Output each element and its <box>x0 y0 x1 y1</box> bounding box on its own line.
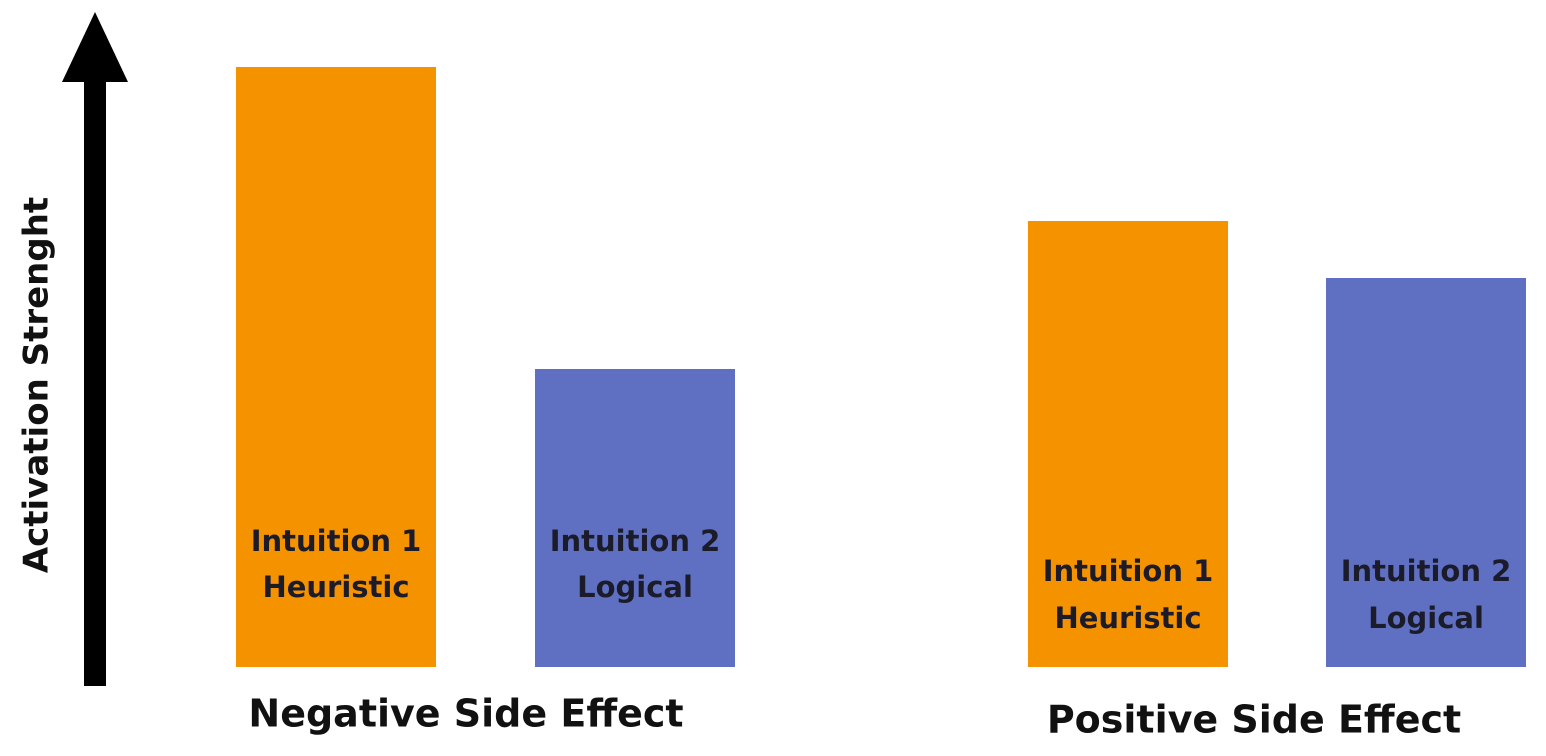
bar-label: Heuristic <box>1054 601 1201 635</box>
bar-label: Intuition 2 <box>550 524 721 558</box>
bar-label: Heuristic <box>262 570 409 604</box>
bar <box>1028 221 1228 667</box>
group-title: Negative Side Effect <box>248 692 683 736</box>
axis-arrow-head <box>62 12 128 82</box>
bar-label: Logical <box>577 570 693 604</box>
bar <box>535 369 735 667</box>
axis-arrow-shaft <box>84 78 106 686</box>
axis-label: Activation Strenght <box>17 197 57 573</box>
bar-label: Intuition 2 <box>1341 554 1512 588</box>
bar <box>236 67 436 667</box>
group-title: Positive Side Effect <box>1047 698 1461 742</box>
bar <box>1326 278 1526 667</box>
bar-label: Intuition 1 <box>251 524 422 558</box>
bar-label: Logical <box>1368 601 1484 635</box>
bar-label: Intuition 1 <box>1043 554 1214 588</box>
